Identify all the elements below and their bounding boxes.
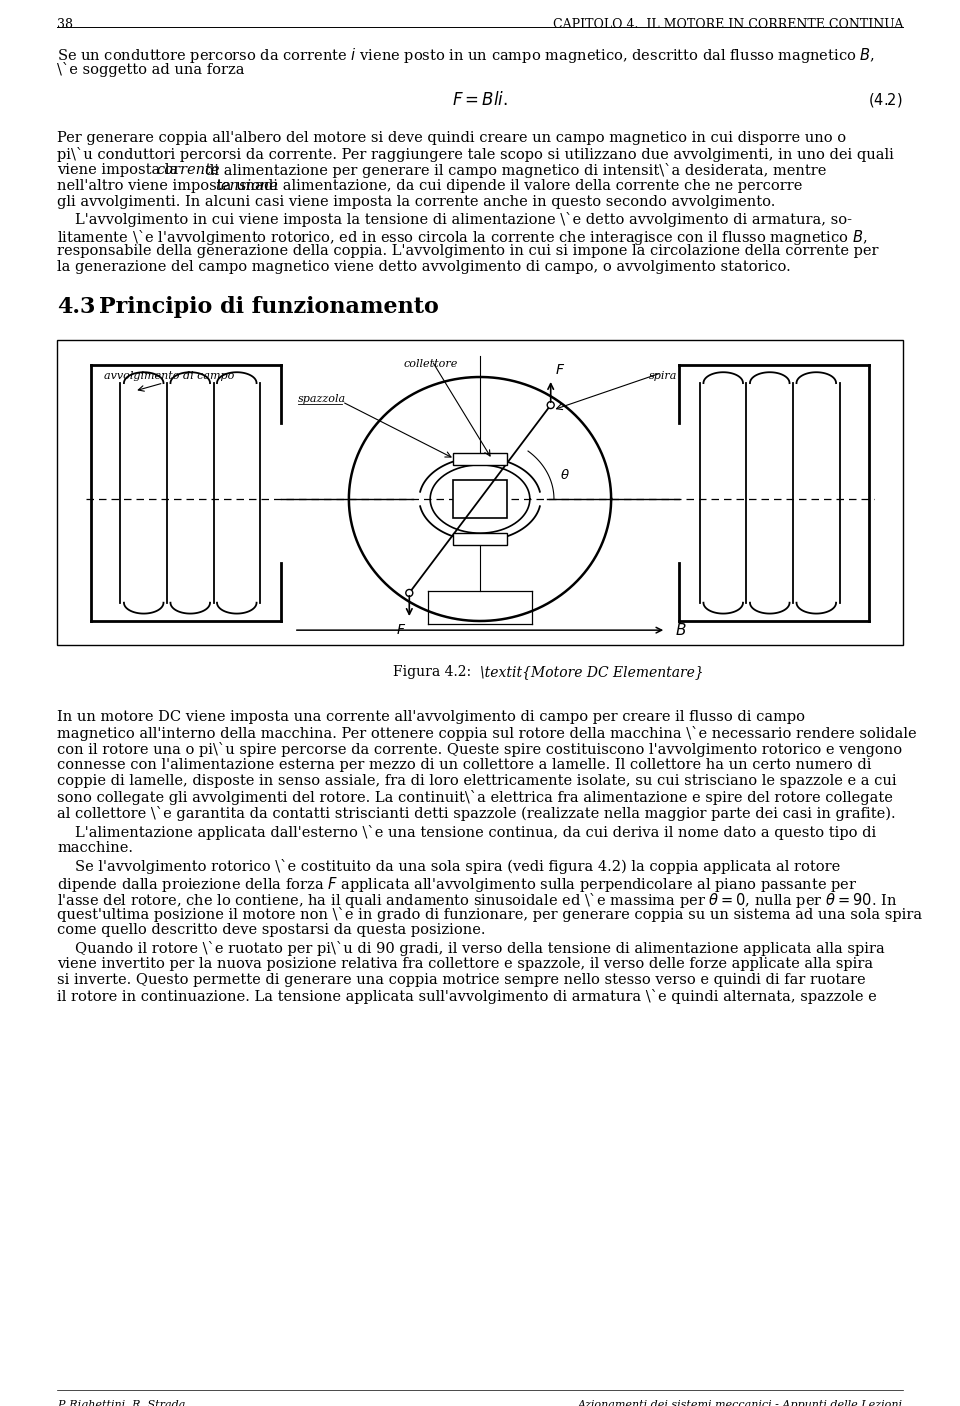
Text: avvolgimento di campo: avvolgimento di campo: [104, 371, 234, 381]
Text: l'asse del rotore, che lo contiene, ha il quali andamento sinusoidale ed \`e mas: l'asse del rotore, che lo contiene, ha i…: [57, 891, 898, 910]
Text: $\theta$: $\theta$: [560, 468, 570, 482]
Text: magnetico all'interno della macchina. Per ottenere coppia sul rotore della macch: magnetico all'interno della macchina. Pe…: [57, 727, 917, 741]
Text: $(4.2)$: $(4.2)$: [869, 91, 903, 108]
Text: $F$: $F$: [555, 363, 564, 377]
Text: corrente: corrente: [156, 163, 220, 177]
Text: al collettore \`e garantita da contatti striscianti detti spazzole (realizzate n: al collettore \`e garantita da contatti …: [57, 806, 896, 821]
Text: macchine.: macchine.: [57, 841, 133, 855]
Text: Se un conduttore percorso da corrente $i$ viene posto in un campo magnetico, des: Se un conduttore percorso da corrente $i…: [57, 46, 875, 65]
Text: CAPITOLO 4.  IL MOTORE IN CORRENTE CONTINUA: CAPITOLO 4. IL MOTORE IN CORRENTE CONTIN…: [553, 18, 903, 31]
Text: tensione: tensione: [215, 179, 277, 193]
Text: si inverte. Questo permette di generare una coppia motrice sempre nello stesso v: si inverte. Questo permette di generare …: [57, 973, 866, 987]
Text: collettore: collettore: [404, 359, 458, 368]
Text: \`e soggetto ad una forza: \`e soggetto ad una forza: [57, 62, 245, 77]
Bar: [452, 453, 508, 465]
Text: gli avvolgimenti. In alcuni casi viene imposta la corrente anche in questo secon: gli avvolgimenti. In alcuni casi viene i…: [57, 195, 776, 209]
Circle shape: [547, 402, 554, 409]
Text: coppie di lamelle, disposte in senso assiale, fra di loro elettricamente isolate: coppie di lamelle, disposte in senso ass…: [57, 775, 897, 789]
Text: $F = Bli.$: $F = Bli.$: [452, 91, 508, 108]
Text: la generazione del campo magnetico viene detto avvolgimento di campo, o avvolgim: la generazione del campo magnetico viene…: [57, 260, 791, 274]
Text: con il rotore una o pi\`u spire percorse da corrente. Queste spire costituiscono: con il rotore una o pi\`u spire percorse…: [57, 742, 902, 758]
Text: dipende dalla proiezione della forza $F$ applicata all'avvolgimento sulla perpen: dipende dalla proiezione della forza $F$…: [57, 875, 857, 894]
Text: connesse con l'alimentazione esterna per mezzo di un collettore a lamelle. Il co: connesse con l'alimentazione esterna per…: [57, 758, 872, 772]
Text: $F$: $F$: [396, 623, 406, 637]
Text: P. Righettini, R. Strada: P. Righettini, R. Strada: [57, 1400, 185, 1406]
Text: Azionamenti dei sistemi meccanici - Appunti delle Lezioni: Azionamenti dei sistemi meccanici - Appu…: [578, 1400, 903, 1406]
Text: \textit{Motore DC Elementare}: \textit{Motore DC Elementare}: [480, 665, 704, 679]
Text: il rotore in continuazione. La tensione applicata sull'avvolgimento di armatura : il rotore in continuazione. La tensione …: [57, 988, 876, 1004]
Text: In un motore DC viene imposta una corrente all'avvolgimento di campo per creare : In un motore DC viene imposta una corren…: [57, 710, 805, 724]
Text: spazzola: spazzola: [299, 394, 347, 404]
Bar: [57, 340, 903, 645]
Text: litamente \`e l'avvolgimento rotorico, ed in esso circola la corrente che intera: litamente \`e l'avvolgimento rotorico, e…: [57, 228, 867, 247]
Text: quest'ultima posizione il motore non \`e in grado di funzionare, per generare co: quest'ultima posizione il motore non \`e…: [57, 907, 923, 922]
Text: di alimentazione, da cui dipende il valore della corrente che ne percorre: di alimentazione, da cui dipende il valo…: [264, 179, 803, 193]
Text: L'avvolgimento in cui viene imposta la tensione di alimentazione \`e detto avvol: L'avvolgimento in cui viene imposta la t…: [75, 212, 852, 228]
Circle shape: [406, 589, 413, 596]
Text: sono collegate gli avvolgimenti del rotore. La continuit\`a elettrica fra alimen: sono collegate gli avvolgimenti del roto…: [57, 790, 893, 806]
Text: nell'altro viene imposta una: nell'altro viene imposta una: [57, 179, 269, 193]
Text: come quello descritto deve spostarsi da questa posizione.: come quello descritto deve spostarsi da …: [57, 922, 486, 936]
Text: pi\`u conduttori percorsi da corrente. Per raggiungere tale scopo si utilizzano : pi\`u conduttori percorsi da corrente. P…: [57, 146, 894, 162]
Bar: [452, 533, 508, 546]
Text: Figura 4.2:: Figura 4.2:: [394, 665, 480, 679]
Text: L'alimentazione applicata dall'esterno \`e una tensione continua, da cui deriva : L'alimentazione applicata dall'esterno \…: [75, 825, 876, 841]
Text: Per generare coppia all'albero del motore si deve quindi creare un campo magneti: Per generare coppia all'albero del motor…: [57, 131, 846, 145]
Text: responsabile della generazione della coppia. L'avvolgimento in cui si impone la : responsabile della generazione della cop…: [57, 245, 878, 259]
Text: Quando il rotore \`e ruotato per pi\`u di 90 gradi, il verso della tensione di a: Quando il rotore \`e ruotato per pi\`u d…: [75, 941, 885, 956]
Text: 4.3: 4.3: [57, 295, 95, 318]
Text: $B$: $B$: [675, 621, 686, 638]
Text: Se l'avvolgimento rotorico \`e costituito da una sola spira (vedi figura 4.2) la: Se l'avvolgimento rotorico \`e costituit…: [75, 859, 840, 875]
Text: viene invertito per la nuova posizione relativa fra collettore e spazzole, il ve: viene invertito per la nuova posizione r…: [57, 956, 874, 970]
Bar: [452, 481, 508, 517]
Text: 38: 38: [57, 18, 73, 31]
Text: spira: spira: [649, 371, 678, 381]
Text: Principio di funzionamento: Principio di funzionamento: [99, 295, 439, 318]
Text: viene imposta la: viene imposta la: [57, 163, 182, 177]
Text: di alimentazione per generare il campo magnetico di intensit\`a desiderata, ment: di alimentazione per generare il campo m…: [205, 163, 827, 177]
